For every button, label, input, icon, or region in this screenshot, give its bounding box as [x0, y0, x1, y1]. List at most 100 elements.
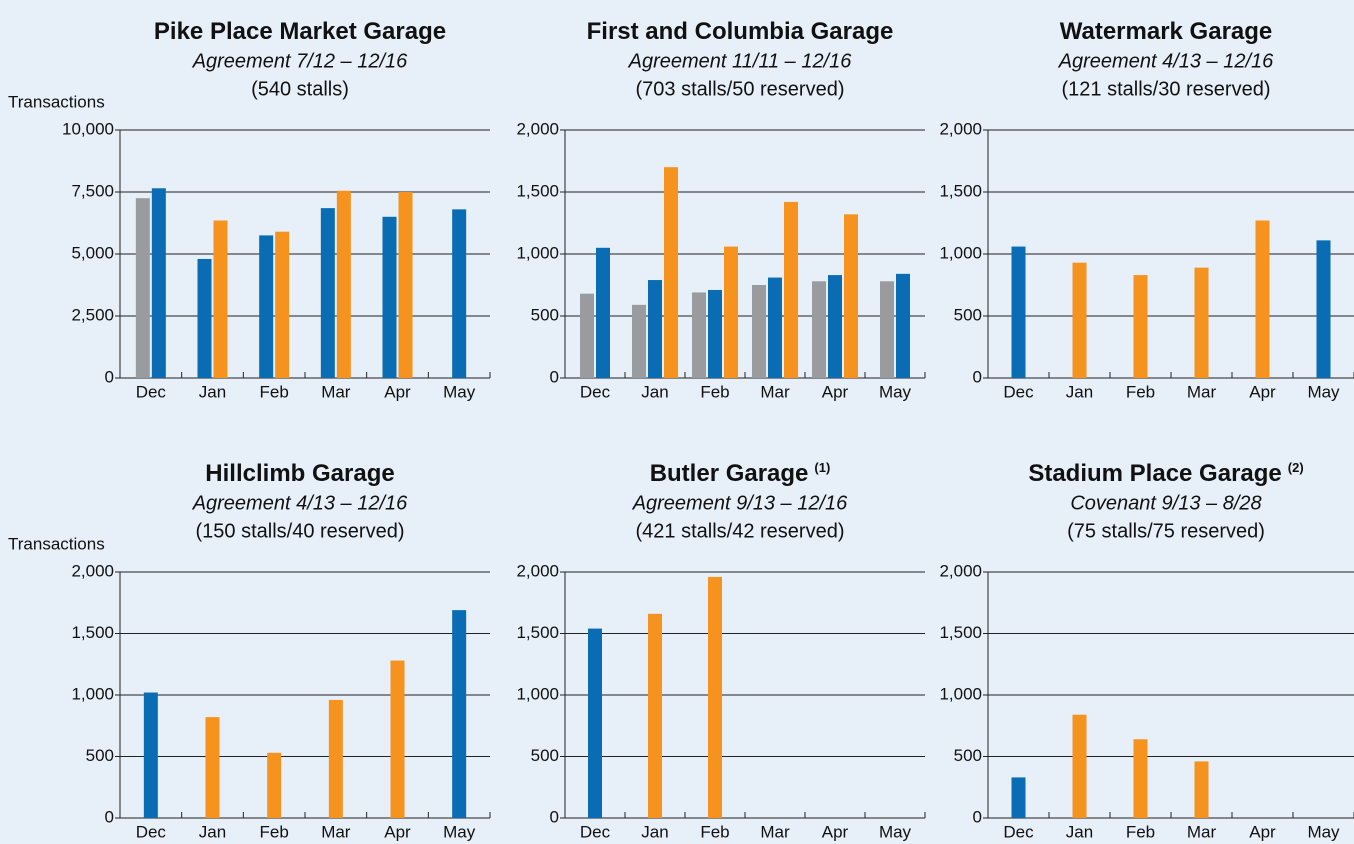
bar — [267, 752, 282, 818]
x-tick-label: Mar — [760, 382, 790, 401]
y-tick-label: 0 — [973, 367, 982, 386]
title-footnote: (1) — [814, 460, 830, 475]
bar — [1194, 761, 1209, 818]
x-tick-label: Mar — [1187, 382, 1217, 401]
bar — [328, 699, 343, 818]
panel-title: Pike Place Market Garage — [154, 18, 446, 45]
bar — [1133, 739, 1148, 818]
y-tick-label: 0 — [105, 807, 114, 826]
x-tick-label: Dec — [580, 822, 611, 841]
bar — [1072, 262, 1087, 378]
bar — [828, 275, 842, 378]
panel-title: Stadium Place Garage (2) — [1028, 460, 1303, 487]
bar — [588, 628, 602, 818]
x-tick-label: Feb — [1126, 822, 1155, 841]
panel-title-text: Hillclimb Garage — [205, 460, 394, 487]
x-tick-label: Mar — [321, 382, 351, 401]
panel-note: (75 stalls/75 reserved) — [1067, 520, 1265, 542]
y-tick-label: 500 — [86, 746, 114, 765]
x-tick-label: Dec — [580, 382, 611, 401]
x-tick-label: Apr — [1249, 382, 1276, 401]
y-tick-label: 2,000 — [516, 561, 559, 580]
x-tick-label: Apr — [384, 382, 411, 401]
bar — [844, 214, 858, 378]
y-tick-label: 1,500 — [71, 623, 114, 642]
panel-title: Hillclimb Garage — [205, 460, 394, 487]
bar — [692, 292, 706, 378]
bar — [596, 247, 610, 378]
bar — [143, 692, 158, 818]
panel-title-text: First and Columbia Garage — [587, 18, 894, 45]
x-tick-label: Dec — [1003, 822, 1034, 841]
x-tick-label: Apr — [1249, 822, 1276, 841]
x-tick-label: Apr — [822, 382, 849, 401]
x-tick-label: Jan — [1066, 382, 1093, 401]
bar — [390, 660, 405, 818]
x-tick-label: Apr — [384, 822, 411, 841]
x-tick-label: Feb — [700, 822, 729, 841]
panel-title-text: Stadium Place Garage — [1028, 460, 1281, 487]
bar — [1316, 240, 1331, 378]
y-tick-label: 1,000 — [939, 243, 982, 262]
bar — [382, 216, 397, 378]
y-tick-label: 1,500 — [516, 623, 559, 642]
y-tick-label: 1,500 — [939, 181, 982, 200]
y-tick-label: 1,500 — [516, 181, 559, 200]
panel-subtitle: Agreement 4/13 – 12/16 — [192, 492, 408, 514]
y-axis-label: Transactions — [8, 92, 105, 111]
y-tick-label: 500 — [954, 746, 982, 765]
bar — [896, 273, 910, 378]
bar — [784, 201, 798, 378]
x-tick-label: Jan — [199, 382, 226, 401]
y-tick-label: 0 — [550, 807, 559, 826]
panel-title-text: Pike Place Market Garage — [154, 18, 446, 45]
bar — [259, 235, 274, 378]
y-tick-label: 0 — [973, 807, 982, 826]
y-tick-label: 0 — [105, 367, 114, 386]
bar — [1133, 275, 1148, 378]
panel-subtitle: Agreement 7/12 – 12/16 — [192, 50, 408, 72]
y-tick-label: 5,000 — [71, 243, 114, 262]
bar — [580, 293, 594, 378]
panel-title: Watermark Garage — [1060, 18, 1273, 45]
bar — [752, 285, 766, 378]
bar — [1255, 220, 1270, 378]
x-tick-label: Feb — [260, 382, 289, 401]
x-tick-label: Mar — [1187, 822, 1217, 841]
y-tick-label: 500 — [954, 305, 982, 324]
bar — [708, 576, 722, 818]
bar — [648, 613, 662, 818]
y-tick-label: 2,000 — [516, 119, 559, 138]
x-tick-label: Feb — [1126, 382, 1155, 401]
x-tick-label: Feb — [260, 822, 289, 841]
y-tick-label: 2,000 — [939, 119, 982, 138]
x-tick-label: Jan — [641, 822, 668, 841]
panel-note: (121 stalls/30 reserved) — [1062, 78, 1271, 100]
x-tick-label: May — [1307, 822, 1340, 841]
x-tick-label: Jan — [1066, 822, 1093, 841]
bar — [664, 167, 678, 378]
x-tick-label: May — [443, 822, 476, 841]
bar — [452, 610, 467, 818]
bar — [452, 209, 467, 378]
x-tick-label: Jan — [199, 822, 226, 841]
y-tick-label: 1,000 — [71, 684, 114, 703]
bar — [708, 289, 722, 378]
bar — [151, 188, 166, 378]
panel-note: (150 stalls/40 reserved) — [196, 520, 405, 542]
x-tick-label: May — [879, 382, 912, 401]
bar — [398, 192, 413, 378]
panel-title-text: Watermark Garage — [1060, 18, 1273, 45]
bar — [205, 717, 220, 818]
bar — [632, 304, 646, 378]
x-tick-label: Mar — [760, 822, 790, 841]
bar — [648, 280, 662, 378]
x-tick-label: Dec — [136, 822, 167, 841]
bar — [1011, 246, 1026, 378]
x-tick-label: Feb — [700, 382, 729, 401]
bar — [320, 208, 335, 378]
panel-note: (421 stalls/42 reserved) — [636, 520, 845, 542]
x-tick-label: Apr — [822, 822, 849, 841]
panel-note: (540 stalls) — [251, 78, 349, 100]
panel-subtitle: Agreement 4/13 – 12/16 — [1058, 50, 1274, 72]
